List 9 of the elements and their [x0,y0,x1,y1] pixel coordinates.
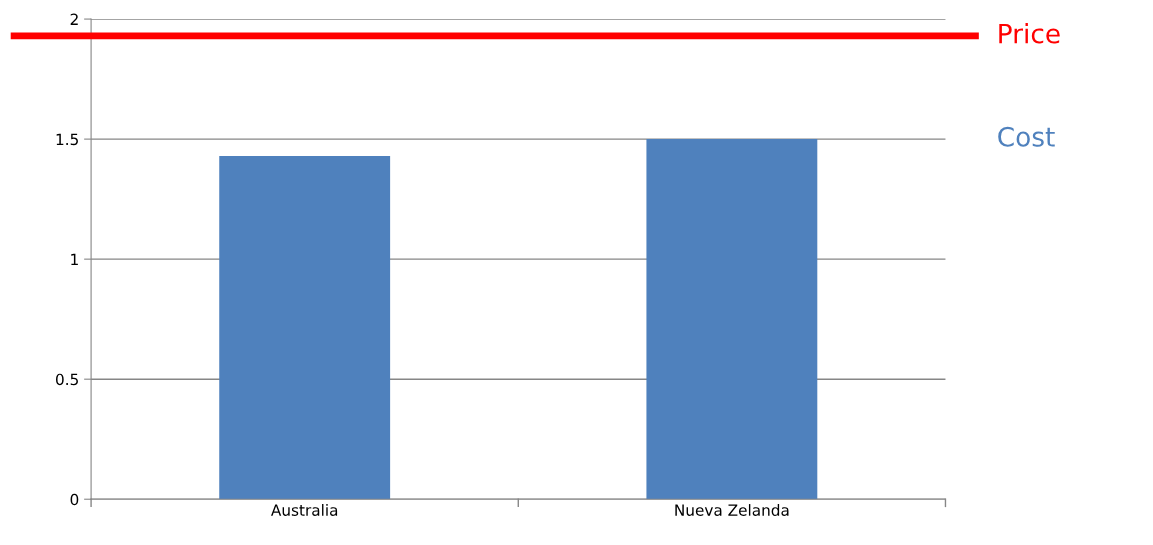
y-tick-label: 0.5 [55,373,78,386]
y-tick-label: 2 [70,13,78,25]
y-tick-label: 1 [71,253,78,265]
x-tick-label: Australia [271,504,338,516]
x-tick-label: Nueva Zelanda [675,504,789,516]
ref-line-label: Price [999,23,1060,44]
text: Cost [998,126,1055,147]
y-tick-label: 1.5 [56,133,78,146]
y-tick-label: 0 [70,493,79,506]
